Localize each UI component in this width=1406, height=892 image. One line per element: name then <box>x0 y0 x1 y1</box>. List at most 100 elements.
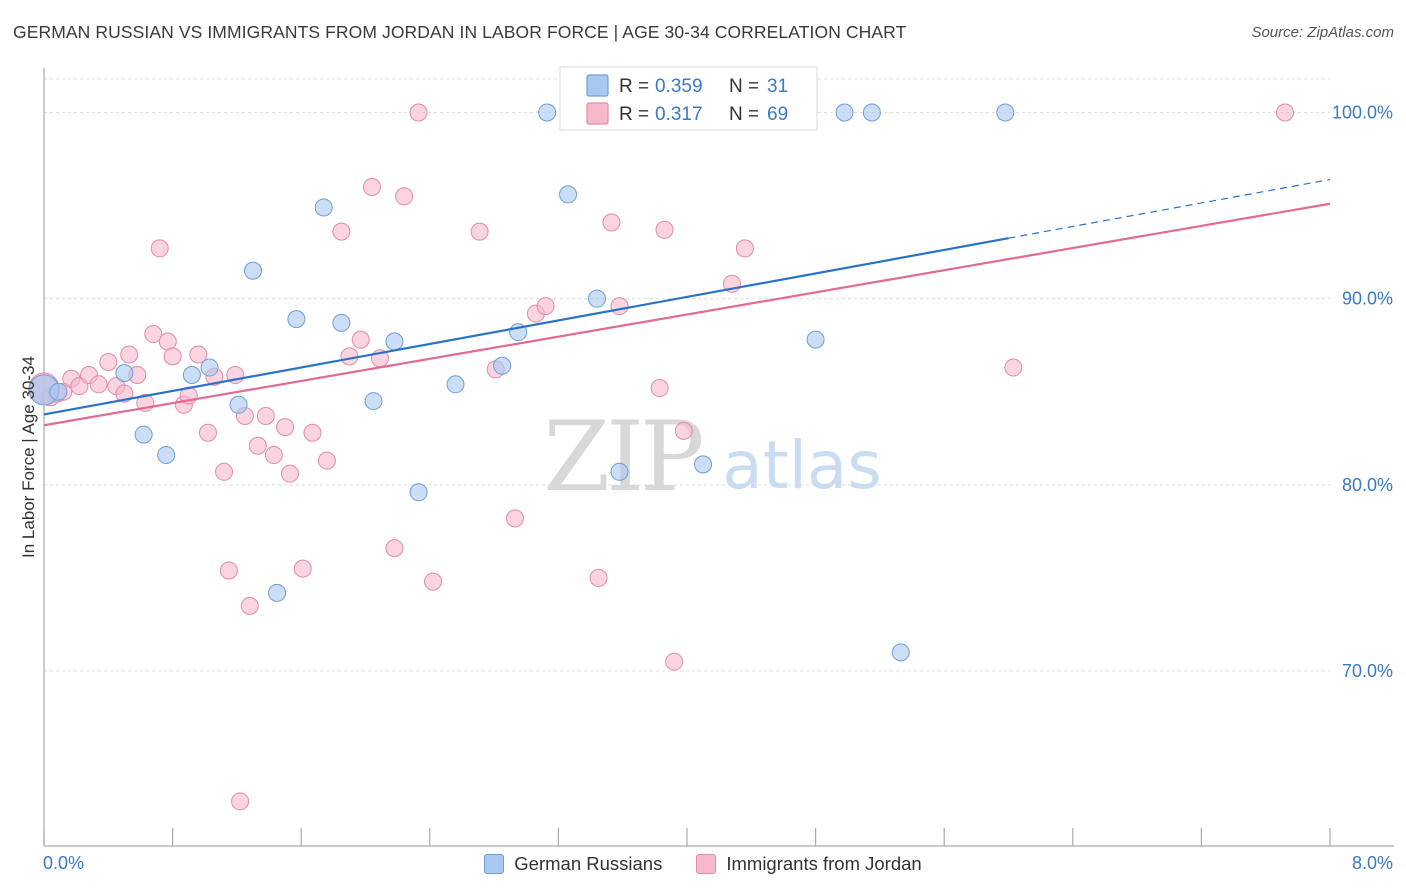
german-russians-point <box>157 446 176 465</box>
jordan-immigrants-point <box>264 446 283 465</box>
jordan-immigrants-point <box>602 213 621 232</box>
immigrants-from-jordan-legend-swatch <box>586 102 609 125</box>
watermark-zip: ZIP <box>543 401 702 513</box>
german-russians-point <box>314 198 333 217</box>
jordan-immigrants-point <box>735 239 754 258</box>
jordan-immigrants-trend-line <box>43 202 1331 427</box>
jordan-immigrants-point <box>219 561 238 580</box>
jordan-immigrants-point <box>650 379 669 398</box>
jordan-immigrants-point <box>198 423 217 442</box>
german-russians-point <box>559 185 578 204</box>
german-russians-trend-line <box>43 237 1009 416</box>
german-russians-point <box>806 330 825 349</box>
german-russians-point <box>229 395 248 414</box>
jordan-immigrants-point <box>589 568 608 587</box>
jordan-immigrants-point <box>293 559 312 578</box>
legend-item-immigrants-from-jordan: Immigrants from Jordan <box>696 853 922 875</box>
jordan-immigrants-point <box>89 375 108 394</box>
german-russians-point <box>134 425 153 444</box>
correlation-legend: R = 0.359 N = 31 R = 0.317 N = 69 <box>559 66 818 131</box>
jordan-immigrants-point <box>189 345 208 364</box>
german-russians-point <box>538 103 557 122</box>
jordan-immigrants-point <box>424 572 443 591</box>
german-russians-point <box>409 483 428 502</box>
german-russians-point <box>493 356 512 375</box>
jordan-immigrants-point <box>395 187 414 206</box>
jordan-immigrants-point <box>610 297 629 316</box>
german-russians-point <box>587 289 606 308</box>
jordan-immigrants-point <box>317 451 336 470</box>
jordan-immigrants-point <box>303 423 322 442</box>
german-russians-point <box>200 358 219 377</box>
immigrants-from-jordan-n-label: N = <box>729 104 759 125</box>
jordan-immigrants-point <box>665 652 684 671</box>
jordan-immigrants-point <box>215 462 234 481</box>
jordan-immigrants-point <box>163 347 182 366</box>
jordan-immigrants-point <box>409 103 428 122</box>
jordan-immigrants-point <box>332 222 351 241</box>
jordan-immigrants-point <box>144 325 163 344</box>
jordan-immigrants-point <box>158 332 177 351</box>
jordan-immigrants-point <box>256 406 275 425</box>
axes: 70.0% 80.0% 90.0% 100.0% 0.0% 8.0% <box>43 68 1394 873</box>
german-russians-legend-swatch <box>586 74 609 97</box>
german-russians-point <box>835 103 854 122</box>
y-tick-label: 90.0% <box>1342 289 1393 309</box>
immigrants-from-jordan-swatch <box>696 854 717 874</box>
y-tick-label: 80.0% <box>1342 475 1393 495</box>
german-russians-point <box>385 332 404 351</box>
german-russians-r-value: 0.359 <box>655 76 703 97</box>
x-tick-label: 8.0% <box>1352 853 1393 873</box>
jordan-immigrants-point <box>351 330 370 349</box>
jordan-immigrants-point <box>385 539 404 558</box>
jordan-immigrants-point <box>240 596 259 615</box>
x-tick-label: 0.0% <box>43 853 84 873</box>
german-russians-point <box>891 643 910 662</box>
german-russians-trend-extension <box>1008 178 1331 239</box>
german-russians-point <box>610 462 629 481</box>
jordan-immigrants-point <box>280 464 299 483</box>
jordan-immigrants-point <box>1275 103 1294 122</box>
jordan-immigrants-point <box>362 177 381 196</box>
german-russians-point <box>446 375 465 394</box>
german-russians-point <box>49 382 68 401</box>
german-russians-point <box>332 313 351 332</box>
watermark-atlas: atlas <box>722 427 882 504</box>
jordan-immigrants-point <box>276 418 295 437</box>
y-tick-label: 70.0% <box>1342 661 1393 681</box>
jordan-immigrants-point <box>248 436 267 455</box>
jordan-immigrants-point <box>1004 358 1023 377</box>
german-russians-n-label: N = <box>729 76 759 97</box>
german-russians-point <box>694 455 713 474</box>
german-russians-point <box>115 364 134 383</box>
immigrants-from-jordan-r-label: R = <box>619 104 649 125</box>
jordan-immigrants-point <box>340 347 359 366</box>
jordan-immigrants-point <box>655 220 674 239</box>
german-russians-point <box>243 261 262 280</box>
immigrants-from-jordan-r-value: 0.317 <box>655 104 703 125</box>
german-russians-point <box>287 310 306 329</box>
jordan-immigrants-point <box>120 345 139 364</box>
y-axis-label: In Labor Force | Age 30-34 <box>19 356 38 558</box>
jordan-immigrants-point <box>99 352 118 371</box>
german-russians-swatch <box>484 854 505 874</box>
jordan-immigrants-point <box>470 222 489 241</box>
legend-label-immigrants-from-jordan: Immigrants from Jordan <box>726 853 922 874</box>
jordan-immigrants-point <box>115 384 134 403</box>
german-russians-point <box>364 392 383 411</box>
german-russians-point <box>268 583 287 602</box>
legend-label-german-russians: German Russians <box>514 853 663 874</box>
jordan-immigrants-point <box>505 509 524 528</box>
jordan-immigrants-point <box>674 421 693 440</box>
german-russians-point <box>182 366 201 385</box>
chart-title: GERMAN RUSSIAN VS IMMIGRANTS FROM JORDAN… <box>13 22 907 42</box>
source-attribution: Source: ZipAtlas.com <box>1251 24 1394 41</box>
jordan-immigrants-point <box>150 239 169 258</box>
series-legend: German Russians Immigrants from Jordan <box>0 852 1406 876</box>
y-tick-label: 100.0% <box>1332 103 1393 123</box>
legend-item-german-russians: German Russians <box>484 853 662 875</box>
jordan-immigrants-point <box>231 792 250 811</box>
immigrants-from-jordan-n-value: 69 <box>767 104 788 125</box>
jordan-immigrants-point <box>536 297 555 316</box>
